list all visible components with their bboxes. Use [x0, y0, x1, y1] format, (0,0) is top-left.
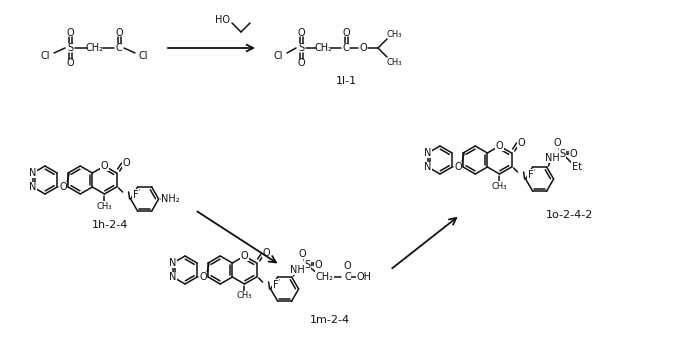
Text: CH₃: CH₃: [97, 201, 112, 210]
Text: O: O: [297, 28, 305, 38]
Text: N: N: [424, 162, 431, 172]
Text: O: O: [570, 149, 577, 159]
Text: 1m-2-4: 1m-2-4: [310, 315, 350, 325]
Text: C: C: [116, 43, 122, 53]
Text: S: S: [560, 149, 565, 159]
Text: HO: HO: [214, 15, 230, 25]
Text: NH₂: NH₂: [161, 194, 180, 204]
Text: CH₃: CH₃: [492, 181, 507, 190]
Text: NH: NH: [545, 153, 560, 163]
Text: CH₃: CH₃: [386, 30, 402, 39]
Text: O: O: [123, 158, 131, 168]
Text: S: S: [304, 260, 311, 270]
Text: S: S: [298, 43, 304, 53]
Text: N: N: [169, 272, 177, 282]
Text: O: O: [200, 272, 207, 282]
Text: O: O: [297, 58, 305, 68]
Text: O: O: [115, 28, 123, 38]
Text: 1l-1: 1l-1: [336, 76, 357, 86]
Text: 1o-2-4-2: 1o-2-4-2: [547, 210, 594, 220]
Text: O: O: [359, 43, 367, 53]
Text: O: O: [66, 28, 74, 38]
Text: O: O: [263, 248, 270, 258]
Text: N: N: [29, 168, 36, 178]
Text: N: N: [169, 258, 177, 268]
Text: CH₂: CH₂: [315, 272, 334, 282]
Text: NH: NH: [290, 265, 305, 275]
Text: S: S: [67, 43, 73, 53]
Text: F: F: [133, 190, 138, 200]
Text: N: N: [424, 148, 431, 158]
Text: O: O: [241, 251, 248, 261]
Text: 1h-2-4: 1h-2-4: [92, 220, 128, 230]
Text: F: F: [273, 280, 279, 290]
Text: O: O: [299, 249, 306, 259]
Text: O: O: [554, 138, 561, 148]
Text: CH₃: CH₃: [237, 292, 252, 300]
Text: CH₂: CH₂: [85, 43, 103, 53]
Text: CH₂: CH₂: [314, 43, 332, 53]
Text: Et: Et: [572, 162, 581, 172]
Text: C: C: [344, 272, 351, 282]
Text: Cl: Cl: [273, 51, 283, 61]
Text: O: O: [496, 141, 503, 151]
Text: Cl: Cl: [40, 51, 50, 61]
Text: O: O: [454, 162, 462, 172]
Text: O: O: [518, 138, 526, 148]
Text: O: O: [315, 260, 322, 270]
Text: N: N: [29, 182, 36, 192]
Text: Cl: Cl: [138, 51, 148, 61]
Text: O: O: [59, 182, 67, 192]
Text: O: O: [66, 58, 74, 68]
Text: F: F: [528, 170, 533, 180]
Text: O: O: [101, 161, 108, 171]
Text: OH: OH: [356, 272, 371, 282]
Text: C: C: [343, 43, 350, 53]
Text: O: O: [342, 28, 350, 38]
Text: O: O: [344, 261, 351, 271]
Text: CH₃: CH₃: [386, 58, 402, 67]
